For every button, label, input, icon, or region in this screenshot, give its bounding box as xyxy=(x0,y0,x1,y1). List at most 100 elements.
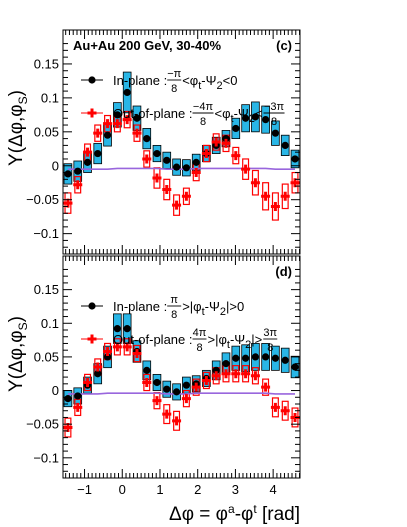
legend-frac-den: 8 xyxy=(196,342,202,354)
out-of-plane-point xyxy=(231,369,241,379)
out-of-plane-point xyxy=(122,115,132,125)
legend-frac-num: −4π xyxy=(193,101,214,113)
out-of-plane-point xyxy=(221,138,231,148)
in-plane-point xyxy=(232,354,240,362)
plot-frame xyxy=(62,255,301,479)
legend-cond: <φ xyxy=(182,73,198,88)
out-of-plane-point xyxy=(201,375,211,385)
legend-cond-tail: <0 xyxy=(223,73,238,88)
out-of-plane-point xyxy=(241,164,251,174)
y-tick-label: 0.1 xyxy=(41,90,59,105)
legend-cond-tail: |> xyxy=(251,332,262,347)
out-of-plane-point xyxy=(73,402,83,412)
y-tick-label: 0.05 xyxy=(34,124,59,139)
out-of-plane-point xyxy=(261,382,271,392)
in-plane-point xyxy=(271,354,280,362)
in-plane-point xyxy=(232,124,240,133)
y-tick-label: 0.15 xyxy=(34,282,59,297)
legend-sub: 2 xyxy=(249,113,255,125)
x-tick-label: 0 xyxy=(119,482,126,497)
out-of-plane-point xyxy=(211,137,221,147)
legend-psi: -Ψ xyxy=(205,299,220,314)
y-tick-label: −0.1 xyxy=(33,226,59,241)
legend-sub: t xyxy=(202,306,205,318)
legend-cond: <φ xyxy=(215,106,231,121)
in-plane-point xyxy=(133,114,141,122)
panel-c: −0.1 −0.05 0 0.05 0.1 0.15 Y(Δφ,φS) Au+Au 200 G… xyxy=(6,29,301,255)
in-plane-point xyxy=(153,149,161,158)
out-of-plane-point xyxy=(270,402,280,412)
out-of-plane-point xyxy=(142,377,152,387)
in-plane-point xyxy=(163,156,171,164)
in-plane-point xyxy=(222,135,230,143)
in-plane-point xyxy=(172,163,181,171)
panel-label: (d) xyxy=(275,264,292,279)
out-of-plane-point xyxy=(191,382,201,392)
in-plane-point xyxy=(113,111,121,119)
in-plane-point xyxy=(242,354,250,362)
legend-label: Out-of-plane : xyxy=(113,332,193,347)
out-of-plane-point xyxy=(93,362,103,372)
out-of-plane-point xyxy=(73,180,83,190)
baseline-line xyxy=(67,167,296,170)
in-plane-point xyxy=(103,353,112,361)
y-tick-label: 0.1 xyxy=(41,316,59,331)
out-of-plane-point xyxy=(181,191,191,201)
legend-frac-num: π xyxy=(170,294,178,306)
legend-frac-num: −π xyxy=(167,68,181,80)
in-plane-point xyxy=(94,149,102,158)
out-of-plane-point xyxy=(112,119,122,129)
legend-cond-tail: < xyxy=(255,106,263,121)
in-plane-point xyxy=(83,158,92,166)
out-of-plane-point xyxy=(132,349,142,359)
out-of-plane-point xyxy=(270,201,280,211)
in-plane-point xyxy=(281,141,289,149)
out-of-plane-point xyxy=(162,185,172,195)
out-of-plane-point xyxy=(132,128,142,138)
out-of-plane-point xyxy=(191,168,201,178)
y-tick-label: −0.05 xyxy=(26,192,59,207)
x-axis-label: Δφ = φa-φt [rad] xyxy=(169,502,300,525)
in-plane-point xyxy=(64,395,72,403)
out-of-plane-point xyxy=(122,342,132,352)
y-axis-label: Y(Δφ,φS) xyxy=(6,316,30,392)
in-plane-point xyxy=(94,370,102,378)
legend-psi: -Ψ xyxy=(234,106,249,121)
out-of-plane-point xyxy=(172,416,182,426)
out-of-plane-point xyxy=(201,149,211,159)
out-of-plane-point xyxy=(231,151,241,161)
y-tick-label: −0.1 xyxy=(33,450,59,465)
out-of-plane-point xyxy=(280,406,290,416)
in-plane-point xyxy=(64,170,72,178)
panel-label: (c) xyxy=(276,38,292,53)
in-plane-point xyxy=(163,385,171,393)
in-plane-point xyxy=(74,392,82,400)
legend-cond: >|φ xyxy=(208,332,227,347)
legend-frac-den: 8 xyxy=(171,83,177,95)
y-tick-label: 0.05 xyxy=(34,349,59,364)
out-of-plane-point xyxy=(250,178,260,188)
out-of-plane-point xyxy=(103,119,113,129)
legend-label: Out-of-plane : xyxy=(113,106,193,121)
legend-sub: t xyxy=(227,339,230,351)
in-plane-point xyxy=(242,114,250,122)
out-of-plane-point xyxy=(93,128,103,138)
in-plane-point xyxy=(143,366,151,374)
in-plane-point xyxy=(271,129,280,137)
y-tick-label: 0.15 xyxy=(34,56,59,71)
in-plane-point xyxy=(153,378,161,387)
out-of-plane-point xyxy=(152,173,162,183)
legend-frac-den: 8 xyxy=(200,116,206,128)
in-plane-point xyxy=(261,353,270,361)
legend-psi: -Ψ xyxy=(230,332,245,347)
in-plane-point xyxy=(182,164,190,172)
in-plane-point xyxy=(222,360,230,368)
legend-psi: -Ψ xyxy=(201,73,216,88)
x-tick-label: 4 xyxy=(270,482,277,497)
out-of-plane-point xyxy=(152,396,162,406)
y-tick-label: −0.05 xyxy=(26,417,59,432)
legend-label: In-plane : xyxy=(113,73,167,88)
legend-marker-out-of-plane xyxy=(87,108,97,118)
out-of-plane-point xyxy=(112,342,122,352)
legend-frac-den: 8 xyxy=(267,342,273,354)
